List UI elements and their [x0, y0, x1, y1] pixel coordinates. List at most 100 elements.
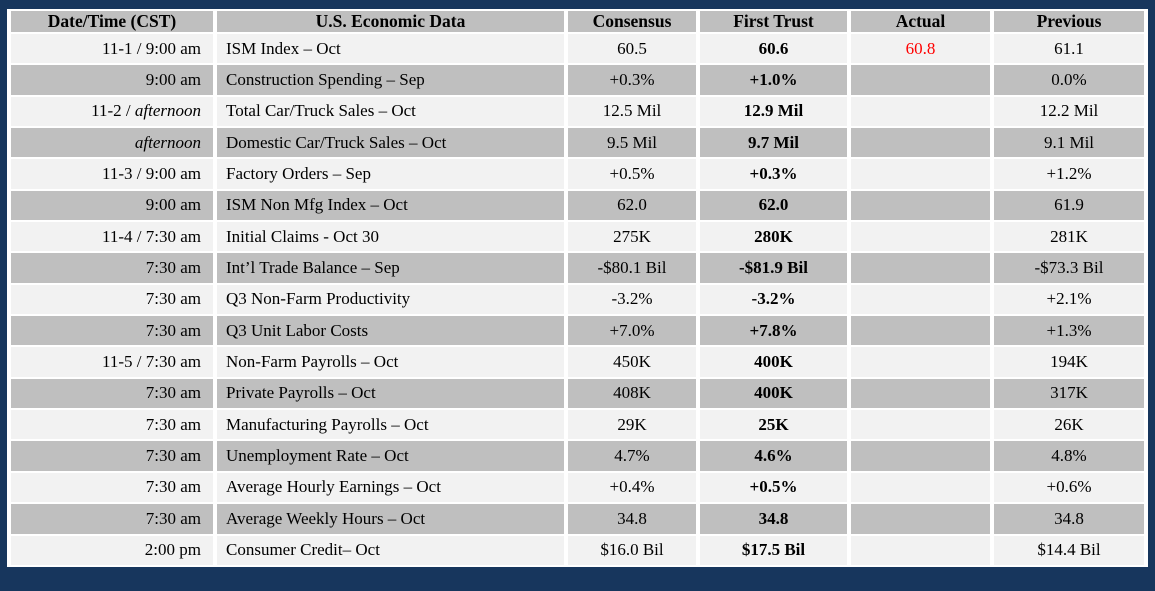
table-row: afternoon Domestic Car/Truck Sales – Oct 9… [11, 128, 1144, 158]
previous-cell: +2.1% [994, 284, 1144, 315]
economic-data-table: Date/Time (CST) U.S. Economic Data Conse… [7, 9, 1148, 567]
actual-cell [851, 472, 990, 503]
first-trust-cell: +0.5% [700, 472, 847, 503]
date-text: 2:00 pm [144, 540, 201, 560]
table-row: 11-4 / 7:30 am Initial Claims - Oct 30 275… [11, 222, 1144, 252]
table-row: 11-3 / 9:00 am Factory Orders – Sep +0.5% +… [11, 159, 1144, 189]
date-cell: 9:00 am [11, 65, 213, 95]
first-trust-cell: 280K [700, 222, 847, 252]
date-cell: 2:00 pm [11, 535, 213, 565]
indicator-cell: Construction Spending – Sep [217, 65, 564, 95]
indicator-cell: Q3 Unit Labor Costs [217, 316, 564, 346]
first-trust-cell: 400K [700, 347, 847, 377]
actual-cell [851, 284, 990, 315]
date-text: 7:30 am [145, 414, 201, 434]
consensus-cell: +7.0% [568, 316, 696, 346]
date-cell: 7:30 am [11, 441, 213, 471]
indicator-cell: Unemployment Rate – Oct [217, 441, 564, 471]
actual-cell [851, 535, 990, 565]
date-cell: 7:30 am [11, 316, 213, 346]
date-italic-text: afternoon [134, 101, 201, 121]
consensus-cell: 408K [568, 378, 696, 409]
consensus-cell: 34.8 [568, 504, 696, 534]
table-row: 7:30 am Private Payrolls – Oct 408K 400K 317… [11, 378, 1144, 409]
consensus-cell: 62.0 [568, 190, 696, 221]
consensus-cell: -3.2% [568, 284, 696, 315]
previous-cell: 194K [994, 347, 1144, 377]
column-header-consensus: Consensus [568, 11, 696, 32]
indicator-cell: Int’l Trade Balance – Sep [217, 253, 564, 283]
first-trust-cell: $17.5 Bil [700, 535, 847, 565]
date-cell: 11-2 / afternoon [11, 96, 213, 127]
actual-cell [851, 410, 990, 440]
column-header-date-time: Date/Time (CST) [11, 11, 213, 32]
previous-cell: +1.3% [994, 316, 1144, 346]
actual-cell [851, 504, 990, 534]
consensus-cell: 4.7% [568, 441, 696, 471]
table-row: 9:00 am ISM Non Mfg Index – Oct 62.0 62.0 61… [11, 190, 1144, 221]
actual-cell [851, 253, 990, 283]
date-cell: 11-1 / 9:00 am [11, 34, 213, 64]
consensus-cell: 450K [568, 347, 696, 377]
consensus-cell: 9.5 Mil [568, 128, 696, 158]
table-row: 7:30 am Manufacturing Payrolls – Oct 29K 25… [11, 410, 1144, 440]
consensus-cell: +0.3% [568, 65, 696, 95]
first-trust-cell: 9.7 Mil [700, 128, 847, 158]
date-cell: afternoon [11, 128, 213, 158]
actual-cell [851, 316, 990, 346]
actual-cell [851, 378, 990, 409]
first-trust-cell: 25K [700, 410, 847, 440]
first-trust-cell: 400K [700, 378, 847, 409]
previous-cell: 26K [994, 410, 1144, 440]
actual-cell: 60.8 [851, 34, 990, 64]
previous-cell: $14.4 Bil [994, 535, 1144, 565]
indicator-cell: Initial Claims - Oct 30 [217, 222, 564, 252]
consensus-cell: 12.5 Mil [568, 96, 696, 127]
indicator-cell: ISM Non Mfg Index – Oct [217, 190, 564, 221]
date-text: 9:00 am [145, 195, 201, 215]
previous-cell: 61.1 [994, 34, 1144, 64]
header-row: Date/Time (CST) U.S. Economic Data Conse… [11, 11, 1144, 32]
date-text: 11-5 / 7:30 am [102, 352, 201, 372]
actual-cell [851, 347, 990, 377]
consensus-cell: 60.5 [568, 34, 696, 64]
consensus-cell: +0.4% [568, 472, 696, 503]
date-text: 9:00 am [145, 70, 201, 90]
actual-cell [851, 159, 990, 189]
first-trust-cell: -3.2% [700, 284, 847, 315]
indicator-cell: Factory Orders – Sep [217, 159, 564, 189]
date-cell: 7:30 am [11, 284, 213, 315]
table-body: 11-1 / 9:00 am ISM Index – Oct 60.5 60.6 60.… [11, 34, 1144, 565]
consensus-cell: 29K [568, 410, 696, 440]
indicator-cell: ISM Index – Oct [217, 34, 564, 64]
indicator-cell: Average Weekly Hours – Oct [217, 504, 564, 534]
column-header-economic-data: U.S. Economic Data [217, 11, 564, 32]
indicator-cell: Average Hourly Earnings – Oct [217, 472, 564, 503]
actual-cell [851, 441, 990, 471]
indicator-cell: Private Payrolls – Oct [217, 378, 564, 409]
previous-cell: 12.2 Mil [994, 96, 1144, 127]
first-trust-cell: +7.8% [700, 316, 847, 346]
table-row: 7:30 am Average Hourly Earnings – Oct +0.4… [11, 472, 1144, 503]
date-cell: 9:00 am [11, 190, 213, 221]
table-row: 11-5 / 7:30 am Non-Farm Payrolls – Oct 450… [11, 347, 1144, 377]
first-trust-cell: +0.3% [700, 159, 847, 189]
first-trust-cell: 12.9 Mil [700, 96, 847, 127]
date-text: 11-1 / 9:00 am [102, 38, 201, 58]
consensus-cell: +0.5% [568, 159, 696, 189]
table-row: 2:00 pm Consumer Credit– Oct $16.0 Bil $17.… [11, 535, 1144, 565]
indicator-cell: Total Car/Truck Sales – Oct [217, 96, 564, 127]
previous-cell: 61.9 [994, 190, 1144, 221]
date-text: 11-2 / [91, 101, 135, 121]
table-row: 7:30 am Q3 Non-Farm Productivity -3.2% -3.2… [11, 284, 1144, 315]
date-text: 7:30 am [145, 289, 201, 309]
consensus-cell: 275K [568, 222, 696, 252]
previous-cell: +0.6% [994, 472, 1144, 503]
date-italic-text: afternoon [134, 132, 201, 152]
indicator-cell: Manufacturing Payrolls – Oct [217, 410, 564, 440]
first-trust-cell: 60.6 [700, 34, 847, 64]
previous-cell: -$73.3 Bil [994, 253, 1144, 283]
previous-cell: 9.1 Mil [994, 128, 1144, 158]
date-text: 11-4 / 7:30 am [102, 226, 201, 246]
